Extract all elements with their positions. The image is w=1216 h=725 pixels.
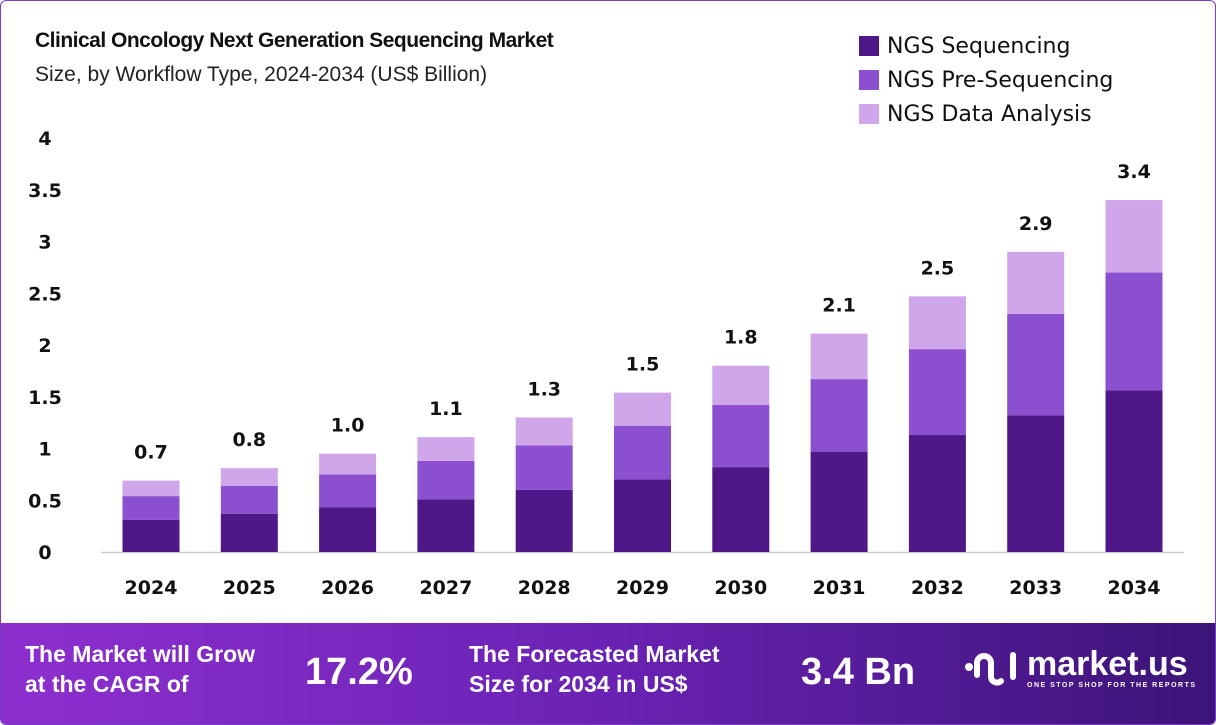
bar-segment [319,474,377,508]
y-tick-label: 0 [38,542,51,564]
bar-segment [1105,200,1163,273]
bar-total-label: 1.5 [626,354,660,376]
bar-segment [908,349,966,436]
y-tick-label: 4 [38,128,51,150]
bar-segment [810,451,868,552]
legend-item-data-analysis: NGS Data Analysis [859,97,1113,131]
forecast-label-line: The Forecasted Market [469,641,720,667]
bar-segment [810,333,868,380]
bar-segment [515,445,573,490]
cagr-value: 17.2% [305,651,413,693]
bar-segment [319,453,377,475]
bar-segment [515,417,573,446]
bar-segment [1105,390,1163,552]
legend-item-pre-sequencing: NGS Pre-Sequencing [859,63,1113,97]
legend-label: NGS Sequencing [887,33,1071,59]
x-tick-label: 2030 [714,577,767,599]
forecast-value: 3.4 Bn [801,651,916,693]
bar-total-label: 2.9 [1019,213,1053,235]
bar-total-label: 1.3 [527,378,561,400]
bar-segment [614,392,671,426]
bar-segment [122,496,180,520]
bar-total-label: 2.5 [921,257,955,279]
x-tick-label: 2028 [518,577,571,599]
x-tick-label: 2029 [616,577,669,599]
y-tick-label: 2.5 [28,283,62,305]
y-tick-label: 1 [38,439,51,461]
bar-segment [220,468,278,486]
legend-swatch [859,70,879,90]
bar-segment [220,513,278,552]
bar-total-label: 1.8 [724,327,758,349]
bar-segment [1007,251,1065,314]
market-us-logo: market.us ONE STOP SHOP FOR THE REPORTS [963,645,1197,689]
x-tick-label: 2034 [1108,577,1161,599]
chart-subtitle: Size, by Workflow Type, 2024-2034 (US$ B… [35,63,488,86]
bar-segment [515,489,573,552]
x-tick-label: 2025 [223,577,276,599]
legend-label: NGS Pre-Sequencing [887,67,1114,93]
logo-icon [965,652,1016,686]
cagr-label: The Market will Grow at the CAGR of [25,639,255,699]
legend-swatch [859,36,879,56]
bar-segment [908,296,966,350]
logo-tagline: ONE STOP SHOP FOR THE REPORTS [1027,682,1197,689]
bar-total-label: 1.0 [331,415,365,437]
bar-segment [810,379,868,452]
forecast-label-line: Size for 2034 in US$ [469,671,688,697]
bar-segment [712,467,770,552]
bar-total-label: 1.1 [429,398,463,420]
forecast-label: The Forecasted Market Size for 2034 in US… [469,639,720,699]
y-tick-label: 3.5 [28,180,62,202]
logo-name: market.us [1027,645,1188,683]
legend-swatch [859,104,879,124]
bar-segment [122,480,180,497]
y-tick-label: 3 [38,232,51,254]
legend-label: NGS Data Analysis [887,101,1092,127]
bar-segment [1105,272,1163,391]
footer-banner: The Market will Grow at the CAGR of 17.2%… [1,623,1215,724]
x-tick-label: 2024 [125,577,178,599]
y-tick-label: 2 [38,335,51,357]
bar-segment [614,425,671,480]
x-tick-label: 2027 [419,577,472,599]
bar-total-label: 0.8 [232,429,266,451]
bar-segment [712,405,770,468]
cagr-label-line: at the CAGR of [25,671,189,697]
chart-title: Clinical Oncology Next Generation Sequen… [35,29,554,52]
stacked-bar-chart: 0 0.5 1 1.5 2 2.5 3 3.5 4 0.7 2024 0.8 2025 1.0 2026 1.… [28,128,1184,599]
bar-segment [908,435,966,552]
y-tick-label: 1.5 [28,387,62,409]
x-tick-label: 2032 [911,577,964,599]
bar-segment [220,485,278,514]
x-tick-label: 2033 [1009,577,1062,599]
bar-segment [417,499,475,552]
legend: NGS Sequencing NGS Pre-Sequencing NGS Da… [859,29,1113,131]
bar-segment [122,519,180,552]
x-tick-label: 2026 [321,577,374,599]
bar-segment [712,365,770,406]
bar-total-label: 3.4 [1117,161,1151,183]
bar-segment [1007,415,1065,552]
bar-total-label: 2.1 [822,295,856,317]
x-tick-label: 2031 [813,577,866,599]
bar-segment [417,460,475,500]
y-tick-label: 0.5 [28,490,62,512]
bar-total-label: 0.7 [134,442,168,464]
bar-segment [1007,313,1065,416]
legend-item-sequencing: NGS Sequencing [859,29,1113,63]
cagr-label-line: The Market will Grow [25,641,256,667]
bar-segment [319,507,377,552]
bar-segment [417,437,475,461]
bar-segment [614,479,671,552]
